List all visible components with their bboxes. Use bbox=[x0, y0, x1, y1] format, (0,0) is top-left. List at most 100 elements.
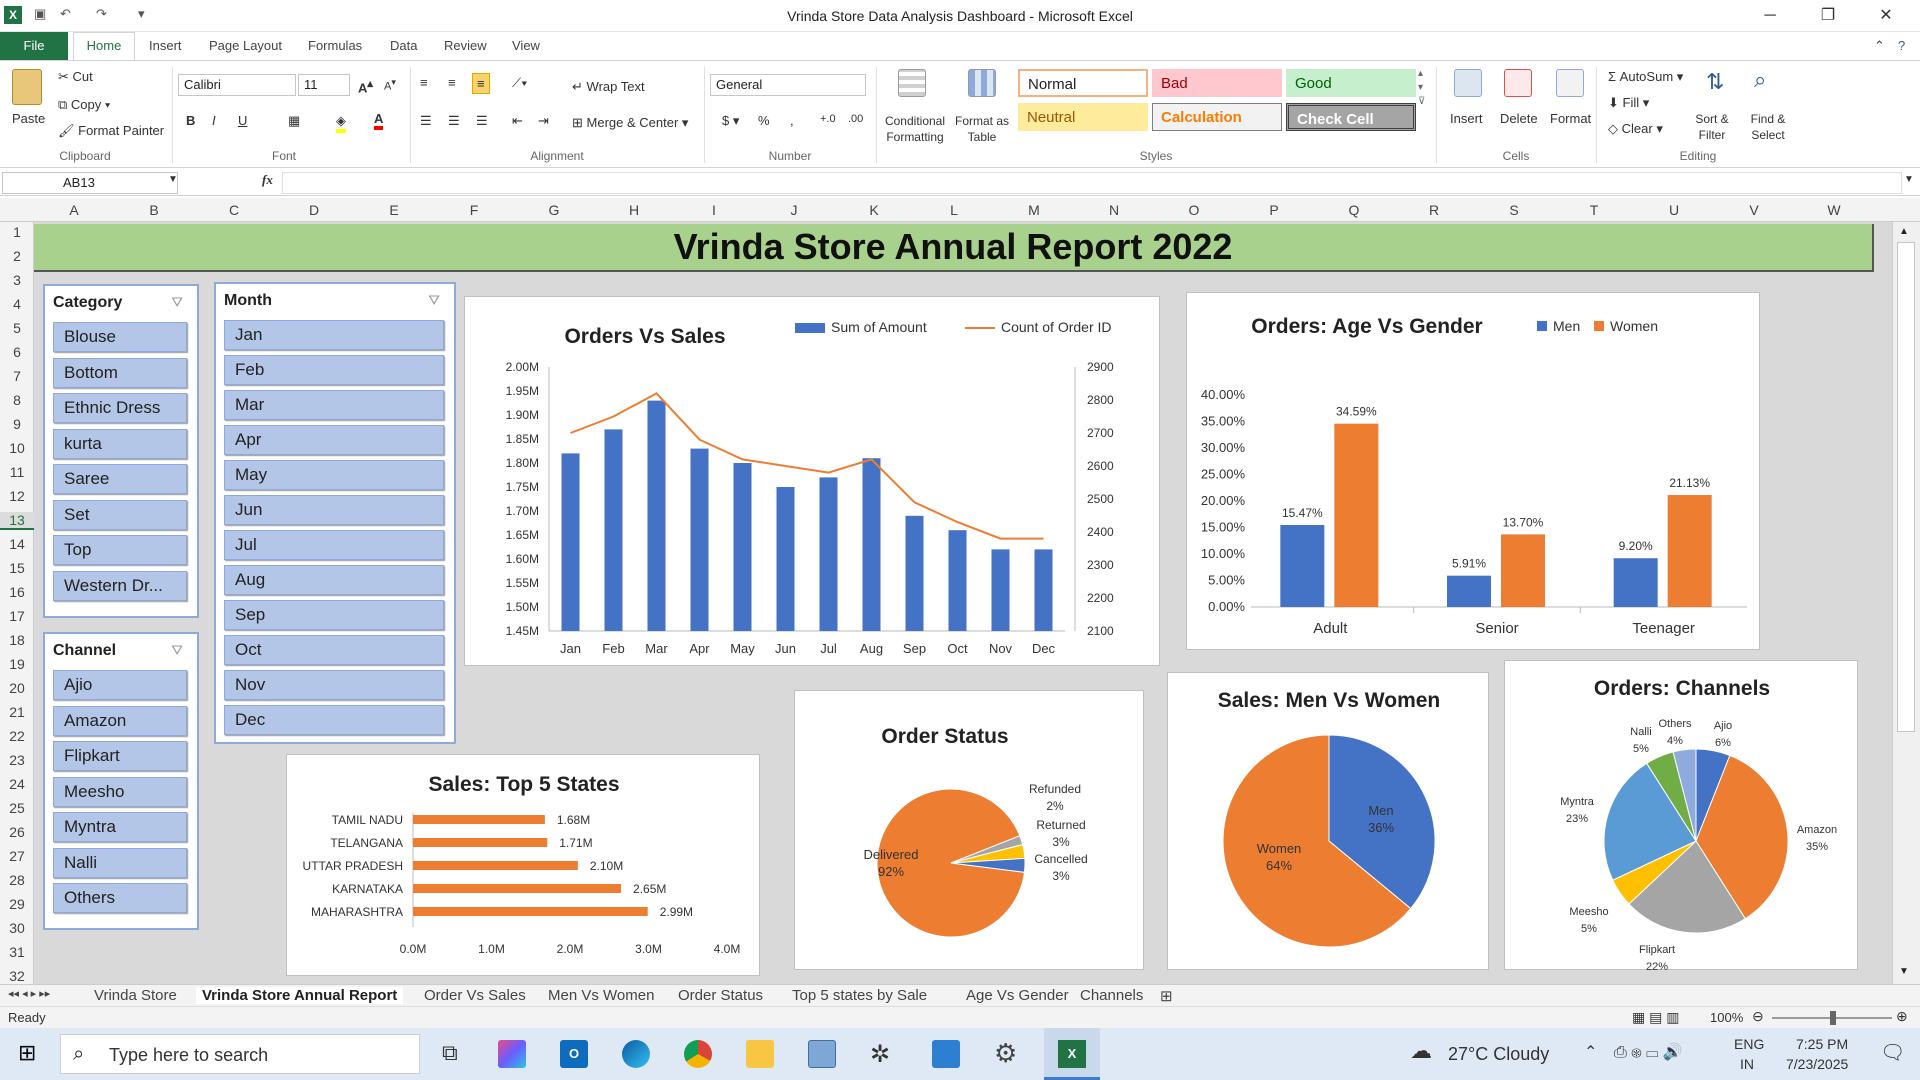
restore-button[interactable]: ❐ bbox=[1820, 7, 1836, 24]
sheet-tab[interactable]: Top 5 states by Sale bbox=[792, 987, 928, 1004]
task-view-icon[interactable]: ⧉ bbox=[442, 1040, 458, 1065]
slicer-item[interactable]: Jul bbox=[224, 530, 444, 560]
taskbar-excel-active[interactable]: X bbox=[1044, 1028, 1100, 1080]
scroll-down-icon[interactable]: ▼ bbox=[1899, 966, 1909, 977]
slicer-item[interactable]: Aug bbox=[224, 565, 444, 595]
align-center-icon[interactable]: ☰ bbox=[448, 113, 460, 128]
column-header[interactable]: E bbox=[389, 202, 399, 218]
row-header[interactable]: 24 bbox=[9, 776, 25, 792]
column-header[interactable]: R bbox=[1428, 202, 1440, 218]
italic-icon[interactable]: I bbox=[212, 113, 216, 128]
column-header[interactable]: P bbox=[1269, 202, 1279, 218]
notification-icon[interactable]: 🗨 bbox=[1880, 1042, 1906, 1064]
row-header[interactable]: 15 bbox=[9, 560, 25, 576]
sheet-tab[interactable]: Order Status bbox=[678, 987, 764, 1004]
sheet-tab[interactable]: Age Vs Gender bbox=[966, 987, 1069, 1004]
customize-qat-icon[interactable]: ▾ bbox=[138, 6, 145, 21]
orders-vs-sales-chart[interactable]: Orders Vs Sales Sum of Amount Count of Ord… bbox=[464, 296, 1160, 666]
settings-icon[interactable]: ⚙ bbox=[994, 1038, 1018, 1068]
sheet-nav-icon[interactable]: ◂◂ ◂ ▸ ▸▸ bbox=[8, 988, 51, 1000]
scroll-up-icon[interactable]: ▲ bbox=[1899, 226, 1909, 237]
shrink-font-icon[interactable]: A▾ bbox=[384, 77, 396, 93]
decrease-decimal-icon[interactable]: .00 bbox=[848, 113, 864, 125]
style-calculation[interactable]: Calculation bbox=[1152, 103, 1282, 131]
show-hidden-icons[interactable]: ⌃ bbox=[1584, 1044, 1598, 1061]
tray-icons[interactable]: ⎙ ⊛ ▭ 🔊 bbox=[1614, 1044, 1683, 1061]
slicer-item[interactable]: Sep bbox=[224, 600, 444, 630]
row-header[interactable]: 14 bbox=[9, 536, 25, 552]
column-header[interactable]: V bbox=[1749, 202, 1759, 218]
outlook-icon[interactable]: O bbox=[560, 1040, 588, 1068]
bold-icon[interactable]: B bbox=[186, 113, 196, 128]
slicer-item[interactable]: Amazon bbox=[53, 705, 187, 736]
styles-scroll-icon[interactable]: ▴ ▾ ⊽ bbox=[1418, 68, 1426, 107]
slicer-item[interactable]: Bottom bbox=[53, 357, 187, 388]
row-header[interactable]: 21 bbox=[9, 704, 25, 720]
column-header[interactable]: K bbox=[869, 202, 879, 218]
underline-icon[interactable]: U bbox=[238, 113, 248, 128]
column-header[interactable]: A bbox=[69, 202, 79, 218]
cut-button[interactable]: Cut bbox=[72, 69, 93, 84]
sheet-tab[interactable]: Vrinda Store Annual Report bbox=[196, 987, 404, 1004]
tab-data[interactable]: Data bbox=[390, 38, 418, 53]
tab-insert[interactable]: Insert bbox=[149, 38, 182, 53]
undo-icon[interactable]: ↶ bbox=[60, 6, 71, 21]
slicer-item[interactable]: Feb bbox=[224, 355, 444, 385]
computer-icon[interactable] bbox=[808, 1040, 836, 1068]
zoom-level[interactable]: 100% bbox=[1710, 1010, 1744, 1025]
autosum-button[interactable]: AutoSum bbox=[1619, 69, 1674, 84]
style-normal[interactable]: Normal bbox=[1018, 69, 1148, 97]
row-header[interactable]: 32 bbox=[9, 968, 25, 984]
slicer-item[interactable]: Western Dr... bbox=[53, 570, 187, 601]
column-header[interactable]: I bbox=[712, 202, 716, 218]
language-in[interactable]: IN bbox=[1740, 1056, 1754, 1072]
row-header[interactable]: 12 bbox=[9, 488, 25, 504]
orientation-icon[interactable]: ⟋▾ bbox=[512, 75, 528, 90]
row-header[interactable]: 3 bbox=[13, 272, 21, 288]
clock-time[interactable]: 7:25 PM bbox=[1796, 1036, 1849, 1052]
align-left-icon[interactable]: ☰ bbox=[420, 113, 432, 128]
slicer-item[interactable]: kurta bbox=[53, 428, 187, 459]
row-header[interactable]: 17 bbox=[9, 608, 25, 624]
conditional-formatting-button[interactable]: Conditional Formatting bbox=[884, 114, 946, 144]
row-header[interactable]: 13 bbox=[0, 512, 34, 530]
find-select-button[interactable]: Find & Select bbox=[1750, 112, 1786, 142]
vertical-scrollbar[interactable]: ▲ ▼ bbox=[1892, 222, 1920, 984]
grow-font-icon[interactable]: A▴ bbox=[358, 78, 373, 96]
close-button[interactable]: ✕ bbox=[1879, 7, 1893, 24]
tab-page-layout[interactable]: Page Layout bbox=[209, 38, 283, 53]
weather-text[interactable]: 27°C Cloudy bbox=[1448, 1044, 1550, 1064]
column-header[interactable]: U bbox=[1668, 202, 1680, 218]
slicer-item[interactable]: Oct bbox=[224, 635, 444, 665]
number-format-select[interactable]: General bbox=[710, 74, 866, 96]
language-eng[interactable]: ENG bbox=[1734, 1036, 1765, 1052]
expand-formula-icon[interactable]: ▼ bbox=[1904, 174, 1914, 185]
row-header[interactable]: 16 bbox=[9, 584, 25, 600]
row-header[interactable]: 22 bbox=[9, 728, 25, 744]
tab-home[interactable]: Home bbox=[73, 32, 135, 61]
font-color-icon[interactable]: A bbox=[374, 111, 384, 130]
column-header[interactable]: M bbox=[1028, 202, 1040, 218]
slicer-item[interactable]: Myntra bbox=[53, 812, 187, 842]
clear-filter-icon[interactable]: ⛛ bbox=[171, 642, 183, 658]
row-header[interactable]: 9 bbox=[13, 416, 21, 432]
row-header[interactable]: 27 bbox=[9, 848, 25, 864]
borders-icon[interactable]: ▦ bbox=[288, 113, 301, 128]
column-header[interactable]: W bbox=[1827, 202, 1841, 218]
slicer-item[interactable]: Nalli bbox=[53, 847, 187, 878]
sort-filter-button[interactable]: Sort & Filter bbox=[1695, 112, 1729, 142]
new-sheet-icon[interactable]: ⊞ bbox=[1160, 988, 1173, 1005]
clock-date[interactable]: 7/23/2025 bbox=[1786, 1056, 1849, 1072]
windows-start-icon[interactable]: ⊞ bbox=[18, 1040, 37, 1065]
slicer-item[interactable]: Blouse bbox=[53, 322, 187, 352]
slicer-item[interactable]: Mar bbox=[224, 390, 444, 420]
order-status-chart[interactable]: Order Status Delivered 92% Refunded 2% Return… bbox=[794, 690, 1144, 970]
row-header[interactable]: 8 bbox=[13, 392, 21, 408]
align-bottom-icon[interactable]: ≡ bbox=[472, 73, 490, 94]
style-bad[interactable]: Bad bbox=[1152, 69, 1282, 97]
row-header[interactable]: 1 bbox=[13, 224, 21, 240]
currency-icon[interactable]: $ ▾ bbox=[722, 113, 740, 128]
help-icon[interactable]: ? bbox=[1898, 38, 1906, 53]
slicer-item[interactable]: Others bbox=[53, 883, 187, 913]
edge-icon[interactable] bbox=[622, 1040, 650, 1068]
